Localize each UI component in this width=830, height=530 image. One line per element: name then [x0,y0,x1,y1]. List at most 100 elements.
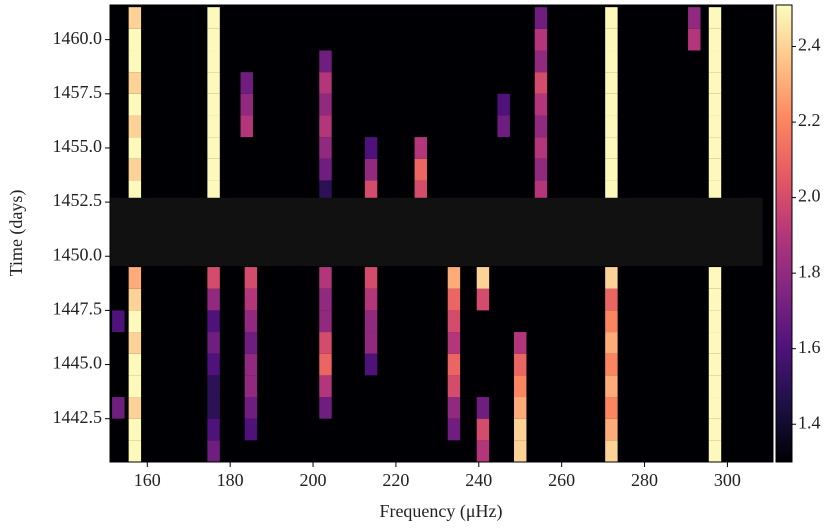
heatmap-cell [207,418,220,441]
heatmap-cell [476,440,490,462]
heatmap-cell [244,310,258,333]
heatmap-cell [207,353,220,376]
heatmap-cell [244,375,258,398]
heatmap-cell [688,28,701,51]
heatmap-cell [207,50,220,73]
y-tick-label: 1450.0 [53,244,103,264]
heatmap-cell [207,310,220,333]
heatmap-cell [605,50,618,73]
x-tick-label: 160 [134,470,161,490]
x-tick-label: 280 [631,470,658,490]
heatmap-cell [534,93,548,116]
heatmap-cell [534,137,548,159]
heatmap-cell [128,28,142,51]
y-axis-label: Time (days) [6,190,27,277]
heatmap-cell [112,397,125,419]
heatmap-cell [128,115,142,138]
heatmap-cell [319,158,332,181]
heatmap-cell [514,332,527,354]
heatmap-cell [364,158,378,181]
heatmap-cell [128,353,142,376]
heatmap-cell [605,28,618,51]
heatmap-cell [447,332,461,354]
y-tick-label: 1442.5 [53,407,103,427]
colorbar-tick-label: 1.8 [798,261,821,281]
heatmap-cell [128,93,142,116]
heatmap-cell [319,93,332,116]
heatmap-cell [319,137,332,159]
heatmap-cell [534,72,548,94]
heatmap-cell [207,267,220,289]
heatmap-cell [364,332,378,354]
colorbar-tick-label: 1.4 [798,412,821,432]
colorbar-tick-label: 2.4 [798,35,821,55]
heatmap-cell [605,375,618,398]
heatmap-cell [207,288,220,311]
heatmap-cell [605,93,618,116]
heatmap-cell [447,310,461,333]
heatmap-cell [128,267,142,289]
heatmap-cell [605,397,618,419]
heatmap-cell [708,267,722,289]
heatmap-cell [447,353,461,376]
heatmap-cell [708,310,722,333]
heatmap-cell [319,310,332,333]
heatmap-cell [364,353,378,376]
heatmap-cell [708,375,722,398]
x-tick-label: 180 [217,470,244,490]
heatmap-cell [688,7,701,29]
heatmap-cell [128,50,142,73]
heatmap-cell [244,288,258,311]
heatmap-cell [207,137,220,159]
heatmap-cell [497,115,510,138]
heatmap-cell [319,72,332,94]
heatmap-cell [476,418,490,441]
heatmap-cell [534,115,548,138]
heatmap-cell [708,353,722,376]
heatmap-cell [605,288,618,311]
heatmap-cell [605,115,618,138]
heatmap-cell [708,180,722,203]
heatmap-cell [207,72,220,94]
heatmap-cell [128,72,142,94]
y-tick-label: 1460.0 [53,28,103,48]
heatmap-cell [534,28,548,51]
heatmap-cell [128,7,142,29]
heatmap-cell [319,375,332,398]
x-tick-label: 240 [465,470,492,490]
heatmap-cell [708,440,722,462]
y-tick-label: 1452.5 [53,190,103,210]
heatmap-cell [244,353,258,376]
heatmap-cell [240,93,253,116]
heatmap-cell [319,267,332,289]
heatmap-cell [476,288,490,311]
heatmap-cell [708,72,722,94]
heatmap-cell [207,180,220,203]
heatmap-cell [708,418,722,441]
heatmap-cell [605,72,618,94]
heatmap-cell [414,180,427,203]
colorbar-tick-label: 1.6 [798,337,821,357]
heatmap-cell [605,158,618,181]
heatmap-cell [364,180,378,203]
heatmap-cell [605,332,618,354]
heatmap-cell [207,28,220,51]
heatmap-cell [514,375,527,398]
heatmap-cell [708,332,722,354]
heatmap-cell [128,332,142,354]
heatmap-cell [605,418,618,441]
heatmap-cell [319,50,332,73]
y-tick-label: 1457.5 [53,82,103,102]
heatmap-cell [319,180,332,203]
heatmap-cell [128,180,142,203]
heatmap-cell [207,440,220,462]
x-tick-label: 260 [548,470,575,490]
heatmap-cell [708,137,722,159]
heatmap-cell [605,180,618,203]
heatmap-cell [128,137,142,159]
heatmap-cell [605,267,618,289]
heatmap-cell [447,288,461,311]
heatmap-cell [476,267,490,289]
y-tick-label: 1445.0 [53,353,103,373]
